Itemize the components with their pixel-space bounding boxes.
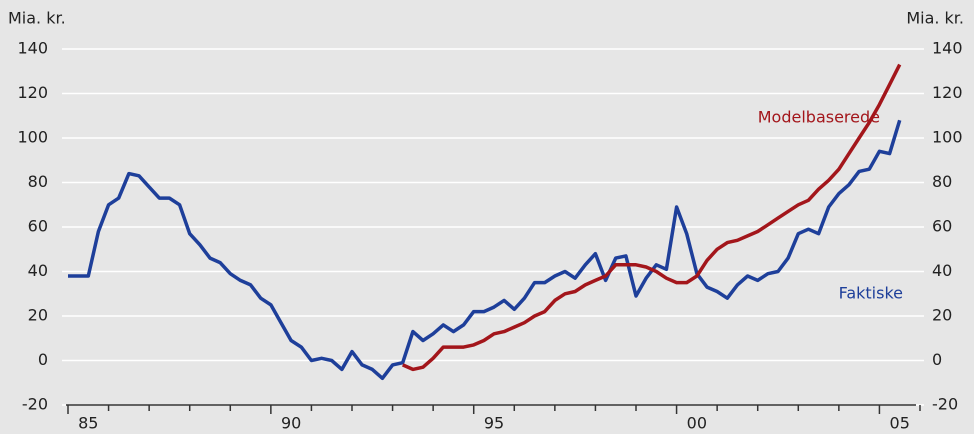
y2-axis-label: Mia. kr. [906, 9, 964, 28]
y-tick-label: -20 [22, 395, 48, 414]
series-label: Modelbaserede [758, 108, 880, 127]
x-tick-label: 00 [687, 414, 707, 433]
series-line [68, 119, 902, 381]
y-tick-label: 20 [28, 306, 48, 325]
series-line [401, 63, 902, 372]
y-tick-label: 120 [17, 83, 48, 102]
x-tick-label: 85 [78, 414, 98, 433]
y2-tick-label: 140 [932, 39, 963, 58]
y2-tick-label: 20 [932, 306, 952, 325]
y2-tick-label: 80 [932, 172, 952, 191]
y2-tick-label: 120 [932, 83, 963, 102]
y-tick-label: 140 [17, 39, 48, 58]
y-tick-label: 40 [28, 261, 48, 280]
y-tick-label: 60 [28, 217, 48, 236]
x-tick-label: 95 [484, 414, 504, 433]
x-tick-label: 90 [281, 414, 301, 433]
y2-tick-label: -20 [932, 395, 958, 414]
y2-tick-label: 100 [932, 128, 963, 147]
y2-tick-label: 40 [932, 261, 952, 280]
y2-tick-label: 0 [932, 350, 942, 369]
y2-tick-label: 60 [932, 217, 952, 236]
y-axis-label: Mia. kr. [8, 9, 66, 28]
x-tick-label: 05 [890, 414, 910, 433]
y-tick-label: 80 [28, 172, 48, 191]
series-label: Faktiske [839, 284, 903, 303]
y-tick-label: 0 [38, 350, 48, 369]
y-tick-label: 100 [17, 128, 48, 147]
